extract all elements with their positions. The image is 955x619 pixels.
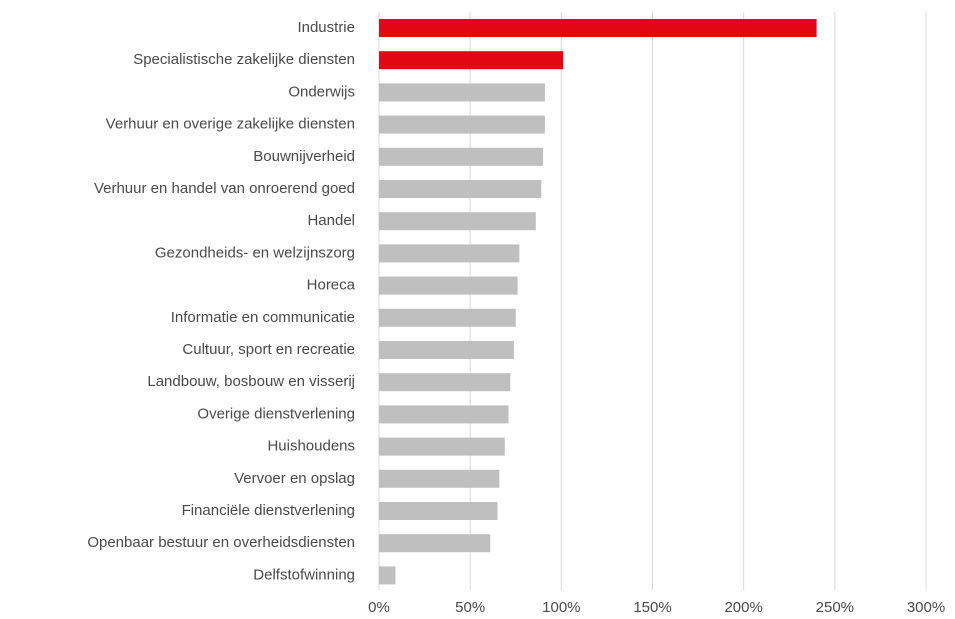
y-tick-label: Vervoer en opslag: [234, 470, 355, 487]
bar: [379, 83, 545, 102]
bar: [379, 308, 516, 327]
y-tick-label: Landbouw, bosbouw en visserij: [147, 373, 355, 390]
x-tick-label: 100%: [542, 599, 580, 616]
bar: [379, 244, 520, 263]
bar: [379, 51, 564, 70]
bar: [379, 212, 536, 231]
bar: [379, 405, 509, 424]
y-tick-label: Verhuur en handel van onroerend goed: [94, 180, 355, 197]
y-tick-label: Delfstofwinning: [253, 566, 355, 583]
y-tick-label: Industrie: [297, 19, 355, 36]
bar: [379, 469, 500, 488]
bar: [379, 147, 544, 166]
bar: [379, 373, 511, 392]
x-tick-label: 250%: [816, 599, 854, 616]
y-tick-label: Onderwijs: [288, 83, 355, 100]
y-tick-label: Verhuur en overige zakelijke diensten: [106, 116, 355, 133]
y-tick-label: Bouwnijverheid: [253, 148, 355, 165]
y-tick-label: Gezondheids- en welzijnszorg: [155, 244, 355, 261]
x-tick-label: 300%: [907, 599, 945, 616]
y-tick-label: Cultuur, sport en recreatie: [182, 341, 355, 358]
y-tick-label: Horeca: [307, 277, 356, 294]
y-tick-label: Handel: [307, 212, 355, 229]
bar: [379, 180, 542, 198]
x-tick-label: 200%: [724, 599, 762, 616]
bar: [379, 276, 518, 295]
bar: [379, 115, 545, 134]
x-tick-label: 150%: [633, 599, 671, 616]
bar: [379, 566, 396, 585]
y-tick-label: Financiële dienstverlening: [182, 502, 355, 519]
y-tick-label: Specialistische zakelijke diensten: [133, 51, 355, 68]
bar: [379, 534, 491, 553]
bar: [379, 341, 514, 359]
y-tick-label: Openbaar bestuur en overheidsdiensten: [87, 534, 355, 551]
y-tick-label: Huishoudens: [267, 438, 355, 455]
y-tick-label: Informatie en communicatie: [171, 309, 355, 326]
y-tick-label: Overige dienstverlening: [197, 405, 355, 422]
bar: [379, 437, 505, 456]
bar: [379, 19, 817, 37]
bar: [379, 502, 498, 520]
x-tick-label: 0%: [368, 599, 390, 616]
x-tick-label: 50%: [455, 599, 485, 616]
